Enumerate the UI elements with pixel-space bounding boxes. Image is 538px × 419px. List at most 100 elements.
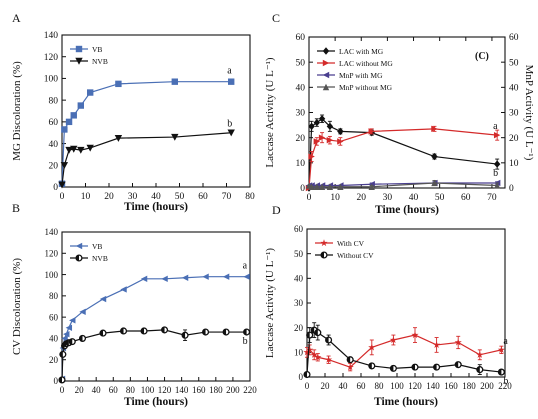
data-point [58,181,66,189]
legend: With CV Without CV [315,239,374,260]
data-point-half [368,363,372,369]
y-tick-label: 60 [49,312,59,322]
data-point [313,183,321,190]
data-point [389,336,398,344]
plot-frame [61,34,251,188]
data-point [493,182,501,189]
significance-label: a [493,121,498,132]
panel-a: A 0 10 20 30 40 50 60 70 80 0 20 40 60 80 100 120 140 Time… [11,11,255,213]
significance-label: a [227,66,232,77]
x-tick-label: 80 [126,385,136,395]
data-point [313,118,321,127]
y-tick-label: 50 [294,249,304,259]
data-point [65,146,73,154]
series-line [61,81,232,184]
y-tick-label: 0 [54,376,59,386]
data-point [61,126,68,133]
data-point-half [498,369,502,375]
data-point [337,127,344,136]
series-line [61,276,247,379]
legend-marker [75,57,83,65]
x-tick-label: 40 [151,192,161,202]
x-tick-label: 120 [158,385,172,395]
x-tick-label: 160 [192,385,206,395]
y-tick-label: 40 [49,334,59,344]
series-mnp-without-mg [305,179,501,190]
series-nvb: b [58,119,235,189]
data-point [228,78,235,85]
legend-marker [75,242,83,250]
series-line [61,329,247,380]
significance-label: b [227,119,232,130]
legend-label: MnP with MG [339,71,383,80]
data-point-half [455,361,459,368]
data-point [65,324,73,331]
y-tick-label: 140 [44,31,59,41]
x-tick-label: 60 [198,192,208,202]
y-axis-label: Laccase Activity (U L⁻¹) [264,57,276,168]
y-tick-label: 40 [296,84,306,94]
data-point [411,331,419,339]
data-point-half [59,377,62,383]
data-point-half [141,328,145,334]
x-tick-label: 10 [81,192,91,202]
data-point [308,153,315,160]
y-tick-label: 10 [294,348,304,358]
y-tick-label: 30 [296,109,306,119]
data-point [306,346,314,353]
series-lac-with-mg: b [305,114,501,192]
data-point-half [223,329,227,335]
data-point [493,131,501,139]
data-point-half [65,339,69,346]
x-axis-label: Time (hours) [375,204,439,216]
significance-label: b [243,336,248,347]
y-tick-label: 20 [294,323,304,333]
data-point [303,348,311,356]
panel-letter: C [272,11,280,25]
x-tick-label: 20 [75,385,85,395]
legend-marker [322,71,330,79]
y-tick-label-right: 60 [509,33,519,43]
y-tick-label: 60 [49,118,59,128]
data-point [493,160,501,168]
y-tick-label: 20 [49,161,59,171]
y-axis-label: MG Discoloration (%) [11,61,23,161]
significance-label: b [493,168,498,179]
data-point [171,78,178,85]
x-tick-label: 180 [462,381,476,391]
series-line [308,128,498,189]
data-point [86,144,94,152]
x-axis-label: Time (hours) [374,396,438,408]
data-point [346,363,354,371]
data-point-half [304,371,307,378]
data-point [65,118,73,126]
y-tick-label: 20 [296,134,306,144]
series-line [306,334,502,368]
data-point [318,115,326,123]
data-point-half [182,332,186,339]
data-point-half [100,330,104,337]
legend-label: MnP without MG [339,83,393,92]
data-point [431,179,438,187]
x-axis-label: Time (hours) [124,396,188,408]
data-point [115,80,122,88]
legend-label: LAC without MG [339,59,393,68]
data-point [114,134,123,142]
legend-label: LAC with MG [339,47,384,56]
legend-label: Without CV [337,251,374,260]
x-tick-label: 80 [375,381,385,391]
series-line [61,132,232,185]
panel-b: B0 20 40 60 80 100 120 140 160 180 200 220020406080… [11,201,257,408]
y-tick-label: 50 [296,58,306,68]
y-tick-label: 60 [296,33,306,43]
series-line [308,118,498,189]
y-axis-label: Laccase Activity (U L⁻¹) [264,248,276,359]
data-point-half [476,366,480,373]
x-tick-label: 50 [175,192,185,202]
x-tick-label: 140 [175,385,189,395]
y-tick-label: 20 [49,355,59,365]
x-axis-label: Time (hours) [124,201,188,213]
x-tick-label: 50 [435,193,445,203]
y-tick-label-right: 30 [509,109,519,119]
